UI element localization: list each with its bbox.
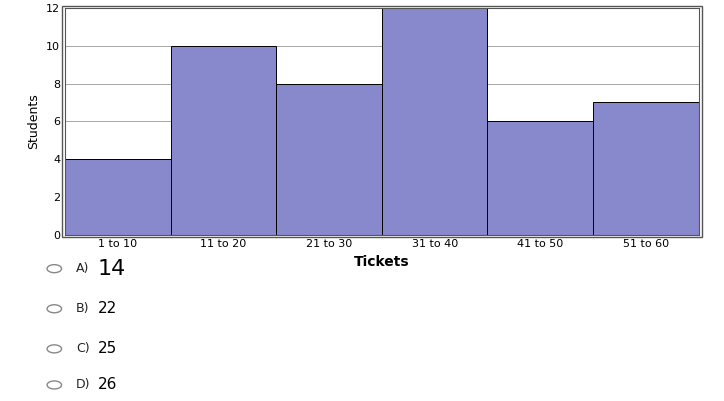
Text: A): A) bbox=[76, 262, 89, 275]
Text: 26: 26 bbox=[98, 377, 117, 393]
Text: C): C) bbox=[76, 342, 90, 355]
Bar bbox=[487, 121, 593, 235]
Text: B): B) bbox=[76, 302, 90, 315]
Y-axis label: Students: Students bbox=[28, 93, 41, 149]
Text: 22: 22 bbox=[98, 301, 117, 316]
Bar bbox=[382, 8, 487, 235]
Bar bbox=[171, 46, 277, 235]
X-axis label: Tickets: Tickets bbox=[354, 255, 410, 269]
Text: D): D) bbox=[76, 379, 90, 391]
Text: 25: 25 bbox=[98, 341, 117, 356]
Bar bbox=[65, 159, 171, 235]
Bar bbox=[277, 83, 382, 235]
Text: 14: 14 bbox=[98, 259, 126, 279]
Bar bbox=[593, 102, 699, 235]
